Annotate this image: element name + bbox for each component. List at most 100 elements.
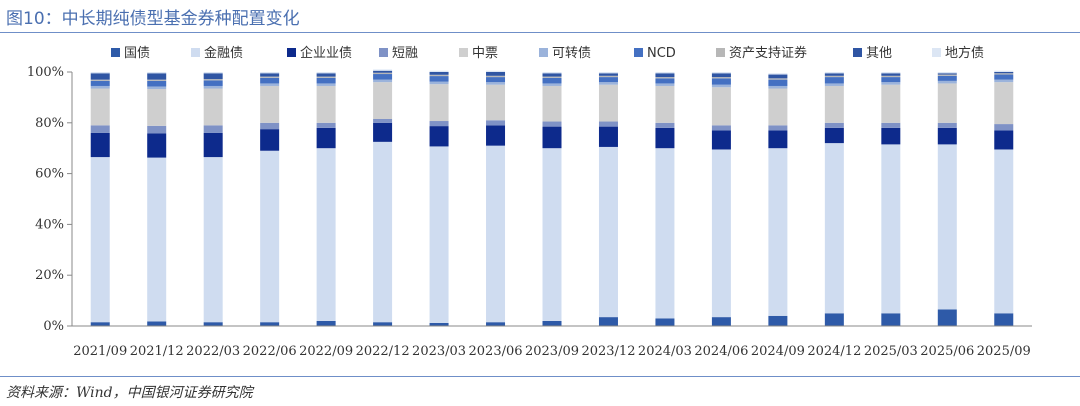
legend-label: 其他 — [866, 46, 892, 61]
legend-label: 金融债 — [204, 45, 243, 61]
bar-segment — [316, 85, 336, 123]
bar-segment — [203, 73, 223, 80]
x-tick-label: 2023/09 — [525, 344, 579, 359]
bar-segment — [881, 144, 901, 314]
bar-segment — [711, 317, 731, 326]
bar-segment — [542, 83, 562, 86]
bar-segment — [486, 82, 506, 85]
bar-segment — [881, 127, 901, 145]
bar-segment — [373, 69, 393, 71]
bar-segment — [711, 78, 731, 85]
bar-segment — [203, 88, 223, 126]
bar-segment — [542, 320, 562, 326]
bar-segment — [429, 74, 449, 77]
legend-swatch — [539, 48, 548, 57]
legend-label: 国债 — [124, 46, 150, 61]
bar-segment — [373, 79, 393, 83]
x-tick-label: 2024/09 — [751, 344, 805, 359]
bar-segment — [598, 73, 618, 76]
bar-segment — [824, 143, 844, 314]
bar-segment — [994, 130, 1014, 150]
x-axis: 2021/09 2021/12 2022/03 2022/06 2022/09 2022/… — [72, 325, 1032, 359]
legend-label: 地方债 — [945, 45, 984, 61]
bar-segment — [316, 122, 336, 128]
bar-segment — [768, 74, 788, 79]
bar-segment — [90, 80, 110, 86]
bar-segment — [994, 82, 1014, 125]
bar-segment — [316, 72, 336, 74]
bar-segment — [373, 322, 393, 326]
bar-segment — [711, 77, 731, 79]
y-tick-label: 20% — [35, 268, 64, 283]
bar-segment — [429, 70, 449, 72]
bar-segment — [994, 79, 1014, 83]
bar-segment — [90, 79, 110, 81]
bar-segment — [881, 77, 901, 83]
legend-swatch — [111, 48, 120, 57]
legend-swatch — [853, 48, 862, 57]
bar-segment — [316, 73, 336, 77]
bar-segment — [260, 122, 280, 130]
x-tick-label: 2021/09 — [73, 344, 127, 359]
legend-label: 中票 — [472, 46, 498, 61]
bar-segment — [260, 73, 280, 77]
bar-segment — [824, 127, 844, 144]
bar-segment — [542, 72, 562, 74]
x-tick-label: 2022/06 — [243, 344, 297, 359]
y-tick-label: 80% — [35, 116, 64, 131]
y-tick-label: 40% — [35, 217, 64, 232]
bar-segment — [260, 322, 280, 326]
bar-segment — [542, 85, 562, 122]
x-tick-label: 2024/12 — [807, 344, 861, 359]
bar-segment — [937, 75, 957, 81]
bar-segment — [768, 79, 788, 86]
bar-segment — [486, 84, 506, 121]
bar-segment — [824, 73, 844, 76]
bar-segment — [316, 76, 336, 78]
bar-segment — [486, 70, 506, 72]
bar-segment — [881, 75, 901, 78]
bar-segment — [994, 149, 1014, 314]
bar-segment — [598, 121, 618, 127]
bar-segment — [373, 118, 393, 123]
bar-segment — [429, 322, 449, 326]
bar-segment — [881, 72, 901, 74]
bar-segment — [824, 83, 844, 86]
bar-segment — [429, 81, 449, 85]
bar-segment — [881, 84, 901, 123]
x-tick-label: 2025/06 — [920, 344, 974, 359]
legend-label: 短融 — [392, 46, 418, 61]
bar-segment — [203, 80, 223, 86]
bar-segment — [598, 317, 618, 326]
bar-segment — [373, 74, 393, 80]
bar-segment — [203, 157, 223, 323]
bar-segment — [655, 85, 675, 123]
bar-segment — [316, 83, 336, 86]
bar-segment — [429, 72, 449, 75]
bar-segment — [994, 74, 1014, 80]
bar-segment — [655, 78, 675, 84]
bar-segment — [90, 157, 110, 323]
bar-segment — [711, 149, 731, 318]
bar-segment — [147, 79, 167, 81]
footer-divider — [0, 376, 1080, 377]
bar-segment — [147, 80, 167, 87]
bar-segment — [147, 133, 167, 158]
bar-segment — [711, 72, 731, 74]
bar-segment — [768, 85, 788, 89]
title-divider — [0, 32, 1080, 33]
bar-segment — [937, 122, 957, 128]
x-tick-label: 2023/03 — [412, 344, 466, 359]
legend-label: NCD — [647, 46, 676, 61]
bar-segment — [373, 70, 393, 73]
bar-segment — [90, 88, 110, 126]
bar-segment — [598, 146, 618, 318]
bar-segment — [711, 84, 731, 88]
bar-segment — [937, 127, 957, 145]
bar-segment — [937, 144, 957, 310]
bar-segment — [260, 85, 280, 123]
x-tick-label: 2024/06 — [694, 344, 748, 359]
bar-segment — [373, 122, 393, 142]
bar-segment — [90, 72, 110, 74]
bar-segment — [429, 121, 449, 127]
